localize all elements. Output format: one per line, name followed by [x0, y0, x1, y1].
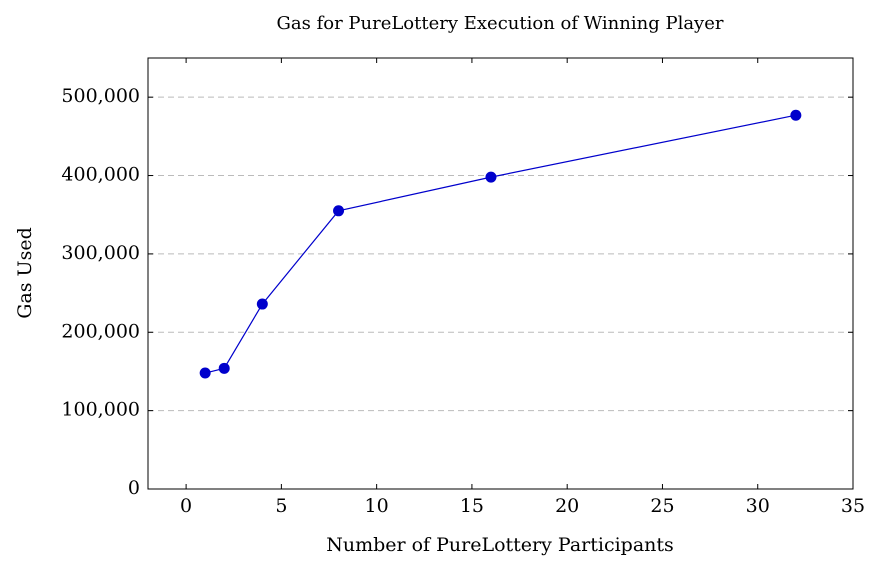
chart-title: Gas for PureLottery Execution of Winning…: [277, 13, 724, 34]
data-point: [218, 362, 230, 374]
x-tick-label: 10: [365, 495, 389, 517]
y-tick-label: 400,000: [61, 164, 140, 186]
data-point: [256, 298, 268, 310]
x-tick-label: 0: [180, 495, 192, 517]
x-tick-label: 5: [275, 495, 287, 517]
plot-frame: [147, 57, 854, 490]
x-tick-label: 15: [460, 495, 484, 517]
y-tick-label: 200,000: [61, 320, 140, 342]
x-axis-label: Number of PureLottery Participants: [326, 534, 674, 556]
data-point: [333, 205, 345, 217]
y-tick-label: 500,000: [61, 85, 140, 107]
x-tick-label: 20: [555, 495, 579, 517]
x-tick-label: 35: [841, 495, 865, 517]
y-tick-label: 300,000: [61, 242, 140, 264]
data-point: [790, 109, 802, 121]
y-axis-label: Gas Used: [14, 227, 36, 318]
y-tick-label: 100,000: [61, 399, 140, 421]
x-tick-label: 30: [746, 495, 770, 517]
series-line: [205, 114, 796, 374]
x-tick-label: 25: [650, 495, 674, 517]
y-tick-label: 0: [128, 477, 140, 499]
data-point: [485, 171, 497, 183]
data-point: [199, 367, 211, 379]
